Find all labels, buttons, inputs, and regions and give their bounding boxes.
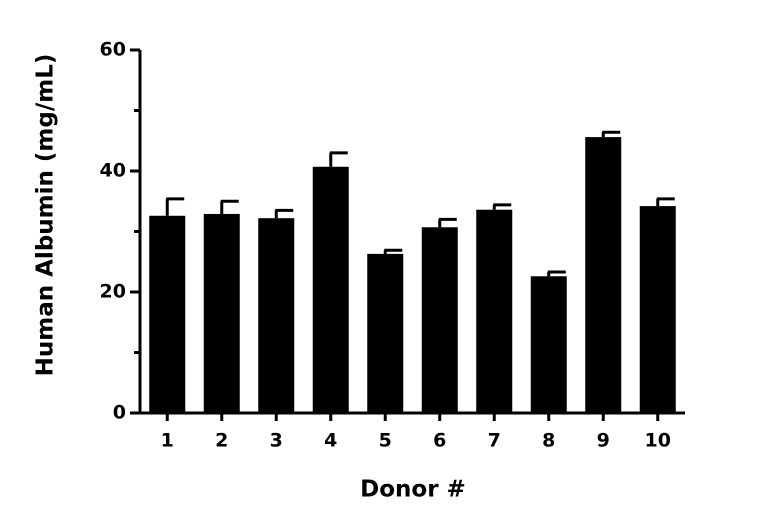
bar bbox=[258, 218, 295, 413]
x-tick-label: 2 bbox=[215, 430, 228, 452]
bar bbox=[367, 253, 404, 413]
x-tick-label: 9 bbox=[597, 430, 610, 452]
y-tick-label: 20 bbox=[100, 281, 126, 303]
bar bbox=[530, 276, 567, 413]
x-tick-label: 10 bbox=[645, 430, 671, 452]
bar bbox=[203, 213, 240, 413]
y-axis-title: Human Albumin (mg/mL) bbox=[33, 54, 59, 377]
bar bbox=[421, 227, 458, 413]
x-tick-label: 3 bbox=[270, 430, 283, 452]
bar bbox=[585, 137, 622, 413]
bar bbox=[476, 209, 513, 413]
x-tick-label: 7 bbox=[488, 430, 501, 452]
y-tick-label: 0 bbox=[113, 402, 126, 424]
x-tick-label: 8 bbox=[542, 430, 555, 452]
bar bbox=[312, 166, 349, 413]
y-tick-label: 60 bbox=[100, 39, 126, 61]
x-tick-label: 1 bbox=[161, 430, 174, 452]
x-axis-title: Donor # bbox=[360, 477, 466, 503]
y-tick-label: 40 bbox=[100, 160, 126, 182]
x-tick-label: 5 bbox=[379, 430, 392, 452]
x-tick-label: 6 bbox=[433, 430, 446, 452]
x-tick-label: 4 bbox=[324, 430, 337, 452]
bar bbox=[149, 215, 186, 413]
bar bbox=[639, 206, 676, 413]
